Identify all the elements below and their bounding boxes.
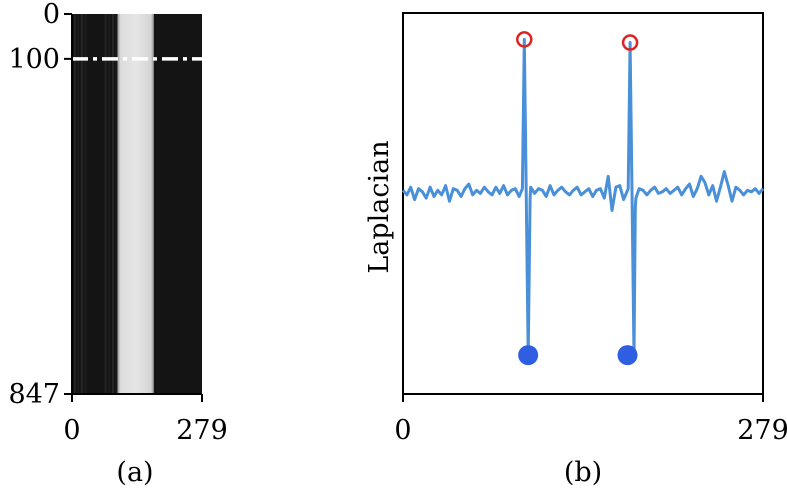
peak-marker xyxy=(516,31,533,48)
caption-b: (b) xyxy=(564,457,602,488)
trough-marker xyxy=(617,345,638,366)
trough-marker xyxy=(518,345,539,366)
peak-marker xyxy=(621,34,639,51)
a-x-tick-label: 0 xyxy=(63,415,80,446)
laplacian-line xyxy=(401,37,765,357)
bright-band xyxy=(117,14,154,394)
a-y-tick-label: 847 xyxy=(8,379,60,410)
plot-frame xyxy=(402,12,764,395)
b-x-tick-label: 279 xyxy=(737,415,787,446)
panel-b-axes: 0 279 xyxy=(394,394,787,446)
b-x-tick-label: 0 xyxy=(394,415,411,446)
a-y-tick-label: 0 xyxy=(43,0,60,30)
caption-a: (a) xyxy=(116,457,153,488)
a-y-tick-label: 100 xyxy=(8,44,60,75)
a-x-tick-label: 279 xyxy=(176,415,228,446)
panel-b: 0 279 Laplacian (b) xyxy=(364,12,787,488)
y-axis-label: Laplacian xyxy=(364,140,395,273)
marker-layer xyxy=(516,31,639,366)
